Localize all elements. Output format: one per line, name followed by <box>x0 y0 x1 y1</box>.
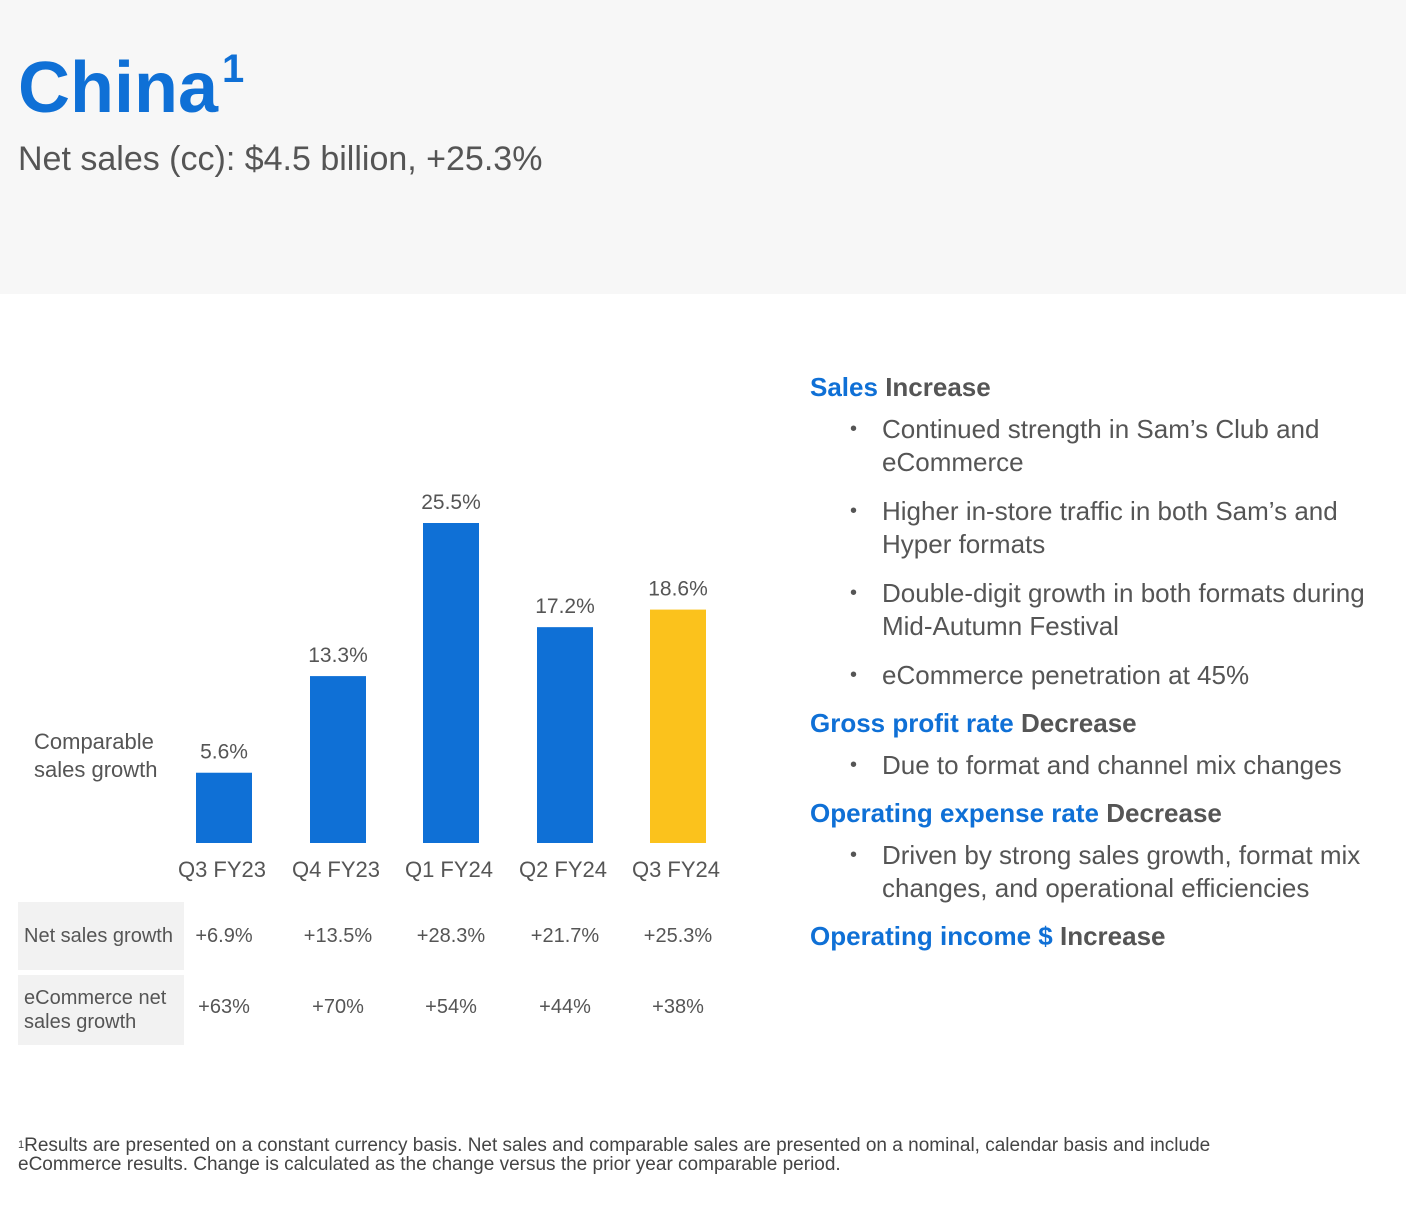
footnote-marker: 1 <box>18 1139 25 1151</box>
title-footnote-marker: 1 <box>222 47 245 91</box>
value-label: 5.6% <box>200 741 248 764</box>
table-row-label-net-sales: Net sales growth <box>18 902 184 970</box>
operating-income-heading: Operating income $ Increase <box>810 921 1400 952</box>
list-item: Continued strength in Sam’s Club and eCo… <box>850 413 1400 479</box>
list-item: Higher in-store traffic in both Sam’s an… <box>850 495 1400 561</box>
list-item: Double-digit growth in both formats duri… <box>850 577 1400 643</box>
bar-q3-fy23 <box>196 772 252 843</box>
table-cell: +70% <box>312 996 364 1018</box>
page-subtitle: Net sales (cc): $4.5 billion, +25.3% <box>18 140 543 178</box>
list-item: eCommerce penetration at 45% <box>850 659 1400 692</box>
table-cell: +6.9% <box>195 925 253 947</box>
value-label: 25.5% <box>421 491 481 514</box>
table-cell: +44% <box>539 996 591 1018</box>
opex-heading: Operating expense rate Decrease <box>810 798 1400 829</box>
table-cell: +28.3% <box>416 925 486 947</box>
value-label: 13.3% <box>308 644 368 667</box>
bar-q3-fy24 <box>650 609 706 843</box>
commentary-panel: Sales Increase Continued strength in Sam… <box>810 372 1400 952</box>
gross-profit-heading-result: Decrease <box>1020 708 1137 738</box>
bar-q2-fy24 <box>537 627 593 843</box>
category-label: Q3 FY23 <box>178 857 266 882</box>
comparable-sales-chart: 5.6% Q3 FY23 13.3% Q4 FY23 25.5% Q1 FY24 17.2%… <box>178 491 720 882</box>
footnote-text: Results are presented on a constant curr… <box>18 1135 1211 1175</box>
chart-series-label: Comparable sales growth <box>34 729 158 782</box>
category-label: Q2 FY24 <box>519 857 607 882</box>
title-text: China <box>18 48 219 128</box>
table-cell: +21.7% <box>530 925 600 947</box>
value-label: 17.2% <box>535 595 595 618</box>
gross-profit-heading-accent: Gross profit rate <box>810 708 1014 738</box>
category-label: Q4 FY23 <box>292 857 380 882</box>
page-title: China 1 <box>18 49 244 124</box>
category-label: Q3 FY24 <box>632 857 720 882</box>
header-band: China 1 Net sales (cc): $4.5 billion, +25… <box>0 0 1406 294</box>
sales-heading-accent: Sales <box>810 372 878 402</box>
table-cell: +54% <box>425 996 477 1018</box>
table-row-label-ecommerce: eCommerce net sales growth <box>18 975 184 1045</box>
operating-income-heading-result: Increase <box>1059 921 1166 951</box>
category-label: Q1 FY24 <box>405 857 493 882</box>
footnote: 1Results are presented on a constant cur… <box>18 1136 1318 1174</box>
operating-income-heading-accent: Operating income $ <box>810 921 1053 951</box>
opex-heading-result: Decrease <box>1106 798 1222 828</box>
table-cell: +13.5% <box>303 925 373 947</box>
value-label: 18.6% <box>648 578 708 601</box>
opex-heading-accent: Operating expense rate <box>810 798 1099 828</box>
sales-heading-result: Increase <box>885 372 991 402</box>
list-item: Driven by strong sales growth, format mi… <box>850 839 1400 905</box>
bar-q1-fy24 <box>423 523 479 843</box>
gross-profit-bullets: Due to format and channel mix changes <box>810 749 1400 782</box>
sales-bullets: Continued strength in Sam’s Club and eCo… <box>810 413 1400 692</box>
table-cell: +38% <box>652 996 704 1018</box>
gross-profit-heading: Gross profit rate Decrease <box>810 708 1400 739</box>
bar-q4-fy23 <box>310 676 366 843</box>
sales-heading: Sales Increase <box>810 372 1400 403</box>
table-cell: +25.3% <box>643 925 713 947</box>
table-cell: +63% <box>198 996 250 1018</box>
list-item: Due to format and channel mix changes <box>850 749 1400 782</box>
opex-bullets: Driven by strong sales growth, format mi… <box>810 839 1400 905</box>
